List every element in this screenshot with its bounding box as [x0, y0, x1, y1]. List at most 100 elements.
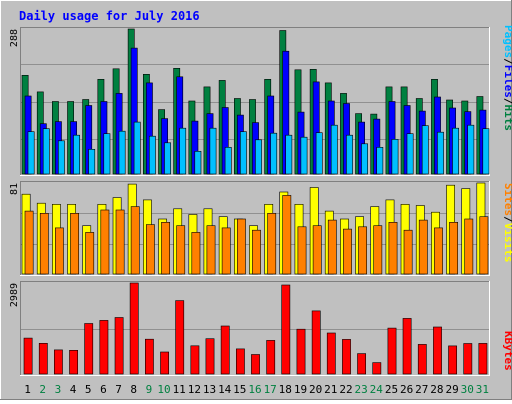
y-max-label: 2989: [9, 283, 20, 307]
bar-sites-day-1: [24, 210, 34, 275]
bar-pages-day-7: [118, 130, 126, 175]
bar-kbytes-day-8: [129, 282, 139, 375]
day-label-22: 22: [339, 383, 352, 396]
bar-kbytes-day-15: [236, 348, 245, 375]
legend-bottom: KBytes: [502, 331, 512, 371]
bar-sites-day-11: [176, 225, 186, 275]
bar-kbytes-day-3: [53, 349, 63, 375]
bar-pages-day-6: [103, 133, 111, 175]
day-label-29: 29: [445, 383, 458, 396]
bar-sites-day-18: [282, 195, 292, 275]
bar-pages-day-30: [467, 124, 475, 175]
bar-sites-day-10: [161, 222, 170, 275]
bar-sites-day-16: [252, 229, 261, 275]
bar-pages-day-24: [376, 147, 384, 175]
bar-pages-day-14: [224, 147, 232, 175]
day-label-11: 11: [173, 383, 186, 396]
bar-kbytes-day-11: [175, 300, 185, 375]
bar-sites-day-3: [54, 227, 64, 275]
bar-pages-day-19: [300, 136, 308, 175]
bar-sites-day-21: [327, 219, 337, 275]
day-label-23: 23: [354, 383, 367, 396]
bar-sites-day-4: [70, 213, 79, 275]
bar-kbytes-day-30: [463, 343, 473, 375]
bar-kbytes-day-7: [114, 317, 124, 375]
bar-pages-day-18: [285, 134, 293, 175]
bar-kbytes-day-28: [433, 326, 442, 375]
bar-pages-day-21: [330, 124, 338, 175]
day-label-31: 31: [476, 383, 489, 396]
day-label-1: 1: [24, 383, 31, 396]
bar-pages-day-13: [209, 127, 217, 175]
bar-sites-day-23: [358, 226, 367, 275]
day-label-24: 24: [370, 383, 384, 396]
bar-kbytes-day-31: [478, 343, 488, 375]
bar-kbytes-day-12: [190, 345, 200, 375]
bar-sites-day-20: [312, 225, 322, 275]
bar-pages-day-11: [179, 127, 187, 175]
day-label-21: 21: [324, 383, 337, 396]
day-label-20: 20: [309, 383, 322, 396]
y-max-label: 288: [9, 29, 20, 47]
day-axis-labels: 1 2 3 4 5 6 7 8 9 10 11 12 13 14 15 16 17 18 19 20 21 22 23 24 2…: [24, 383, 489, 396]
bar-sites-day-30: [464, 218, 474, 275]
bar-sites-day-13: [206, 225, 216, 275]
day-label-6: 6: [100, 383, 107, 396]
legend-visits: Visits: [502, 223, 512, 263]
panel-kbytes: 2989: [9, 281, 490, 376]
bar-sites-day-15: [237, 218, 246, 275]
bar-kbytes-day-20: [311, 310, 321, 375]
day-label-16: 16: [248, 383, 261, 396]
legend-top: Pages/Files/Hits: [502, 25, 512, 131]
bar-kbytes-day-19: [296, 328, 306, 375]
bar-kbytes-day-26: [402, 318, 412, 375]
panel-visits-sites: 81: [9, 181, 490, 276]
day-label-17: 17: [264, 383, 277, 396]
bar-pages-day-25: [391, 139, 399, 175]
bar-sites-day-31: [479, 216, 489, 275]
bar-sites-day-7: [115, 209, 125, 275]
panels-group: 288 81 2989: [9, 27, 490, 376]
legend-pages: Pages: [502, 25, 512, 58]
bar-pages-day-9: [149, 135, 156, 175]
bar-pages-day-28: [437, 131, 444, 175]
day-label-30: 30: [461, 383, 474, 396]
bar-pages-day-5: [88, 149, 96, 175]
day-label-26: 26: [400, 383, 413, 396]
bar-pages-day-31: [482, 128, 490, 175]
bar-kbytes-day-17: [266, 340, 276, 375]
bar-kbytes-day-6: [99, 320, 109, 375]
bar-pages-day-20: [315, 132, 323, 175]
bar-sites-day-5: [85, 232, 95, 275]
bar-pages-day-10: [164, 142, 171, 175]
bar-sites-day-27: [418, 219, 428, 275]
bar-sites-day-8: [130, 206, 140, 275]
day-label-2: 2: [39, 383, 46, 396]
bar-kbytes-day-16: [251, 354, 260, 375]
bar-kbytes-day-18: [281, 284, 291, 375]
bar-sites-day-19: [297, 226, 307, 275]
day-label-9: 9: [146, 383, 153, 396]
bar-pages-day-2: [42, 128, 50, 175]
bar-sites-day-12: [191, 232, 201, 275]
bar-pages-day-1: [27, 131, 35, 175]
day-label-18: 18: [279, 383, 292, 396]
bar-sites-day-26: [403, 229, 413, 275]
bar-pages-day-17: [270, 132, 278, 175]
bar-sites-day-22: [343, 228, 352, 275]
bar-kbytes-day-10: [160, 351, 169, 375]
bar-kbytes-day-14: [220, 325, 230, 375]
day-label-14: 14: [218, 383, 232, 396]
bar-kbytes-day-13: [205, 338, 215, 375]
bar-kbytes-day-24: [372, 362, 382, 375]
day-label-27: 27: [415, 383, 428, 396]
bar-pages-day-16: [255, 139, 262, 175]
legend-files: Files: [502, 65, 512, 98]
bar-pages-day-12: [194, 151, 202, 175]
day-label-19: 19: [294, 383, 307, 396]
bar-sites-day-17: [267, 213, 277, 275]
day-label-15: 15: [233, 383, 246, 396]
bar-kbytes-day-25: [387, 327, 397, 375]
legend-sep-3: /: [502, 216, 512, 223]
